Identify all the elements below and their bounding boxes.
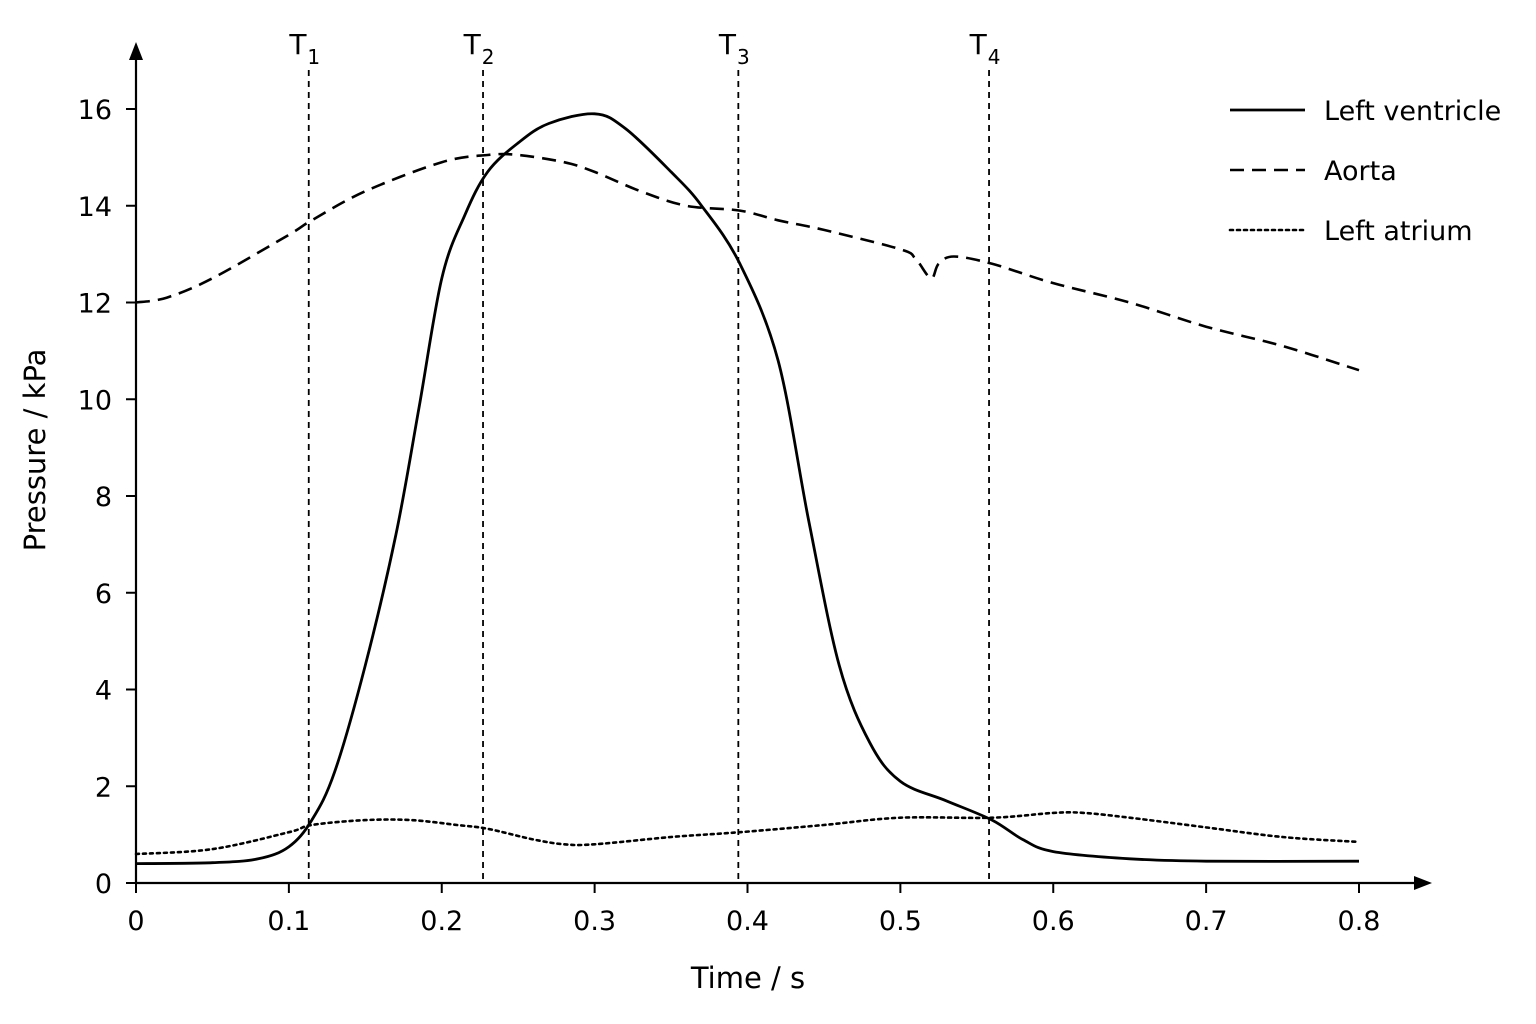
x-tick-label: 0.8 bbox=[1338, 906, 1381, 937]
x-tick-label: 0.4 bbox=[726, 906, 769, 937]
plot-area: T1 T2 T3 T4 0 0.1 0.2 0.3 0.4 0.5 0.6 0.7 0.8 0 2 4 6 8… bbox=[78, 28, 1432, 937]
marker-label-t4: T4 bbox=[969, 28, 1001, 69]
y-tick-label: 12 bbox=[78, 289, 112, 320]
series-line-aorta bbox=[135, 152, 1360, 372]
y-tick-label: 16 bbox=[78, 95, 112, 126]
x-tick-label: 0.1 bbox=[267, 906, 310, 937]
y-tick-label: 8 bbox=[95, 482, 112, 513]
legend-label-left-atrium: Left atrium bbox=[1324, 216, 1473, 247]
x-axis-arrow-icon bbox=[1414, 876, 1432, 890]
marker-label-t3: T3 bbox=[718, 28, 750, 69]
x-axis-title: Time / s bbox=[690, 961, 805, 995]
legend-label-left-ventricle: Left ventricle bbox=[1324, 96, 1501, 127]
series-line-left-ventricle bbox=[135, 112, 1360, 865]
x-tick-label: 0.3 bbox=[573, 906, 616, 937]
y-axis-title: Pressure / kPa bbox=[18, 349, 52, 552]
y-axis-ticks: 0 2 4 6 8 10 12 14 16 bbox=[78, 95, 136, 900]
x-tick-label: 0.7 bbox=[1185, 906, 1228, 937]
y-tick-label: 10 bbox=[78, 385, 112, 416]
x-tick-label: 0.6 bbox=[1032, 906, 1075, 937]
axes bbox=[129, 42, 1432, 890]
marker-label-t2: T2 bbox=[463, 28, 495, 69]
marker-label-t1: T1 bbox=[288, 28, 320, 69]
series-line-left-atrium bbox=[134, 811, 1361, 856]
x-tick-label: 0.5 bbox=[879, 906, 922, 937]
legend-label-aorta: Aorta bbox=[1324, 156, 1397, 187]
y-tick-label: 0 bbox=[95, 869, 112, 900]
x-tick-label: 0.2 bbox=[420, 906, 463, 937]
y-tick-label: 6 bbox=[95, 579, 112, 610]
y-tick-label: 4 bbox=[95, 676, 112, 707]
series-lines bbox=[134, 112, 1361, 865]
y-tick-label: 14 bbox=[78, 192, 112, 223]
y-axis-arrow-icon bbox=[129, 42, 143, 60]
time-markers: T1 T2 T3 T4 bbox=[288, 28, 1000, 883]
y-tick-label: 2 bbox=[95, 772, 112, 803]
x-axis-ticks: 0 0.1 0.2 0.3 0.4 0.5 0.6 0.7 0.8 bbox=[127, 883, 1380, 937]
x-tick-label: 0 bbox=[127, 906, 144, 937]
legend: Left ventricle Aorta Left atrium bbox=[1228, 96, 1501, 247]
